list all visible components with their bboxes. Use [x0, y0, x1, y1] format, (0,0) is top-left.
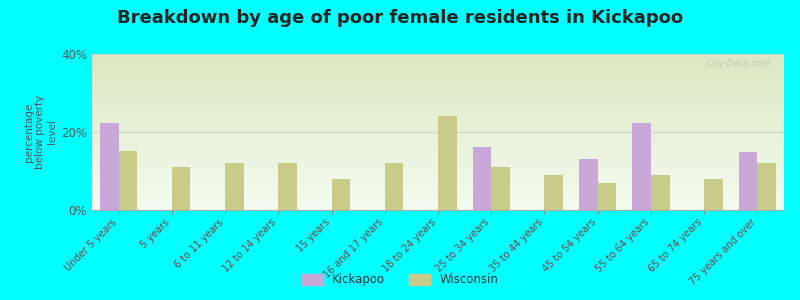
Bar	[758, 163, 776, 210]
Bar	[438, 116, 457, 210]
Bar	[738, 152, 758, 210]
Y-axis label: percentage
below poverty
level: percentage below poverty level	[24, 95, 57, 169]
Bar	[278, 163, 297, 210]
Bar	[385, 163, 403, 210]
Bar	[473, 147, 491, 210]
Text: Breakdown by age of poor female residents in Kickapoo: Breakdown by age of poor female resident…	[117, 9, 683, 27]
Bar	[545, 175, 563, 210]
Text: City-Data.com: City-Data.com	[706, 59, 770, 68]
Bar	[225, 163, 244, 210]
Legend: Kickapoo, Wisconsin: Kickapoo, Wisconsin	[297, 269, 503, 291]
Bar	[632, 123, 651, 210]
Bar	[172, 167, 190, 210]
Bar	[100, 123, 118, 210]
Bar	[651, 175, 670, 210]
Bar	[331, 179, 350, 210]
Bar	[491, 167, 510, 210]
Bar	[598, 183, 616, 210]
Bar	[118, 151, 138, 210]
Bar	[579, 158, 598, 210]
Bar	[704, 179, 722, 210]
